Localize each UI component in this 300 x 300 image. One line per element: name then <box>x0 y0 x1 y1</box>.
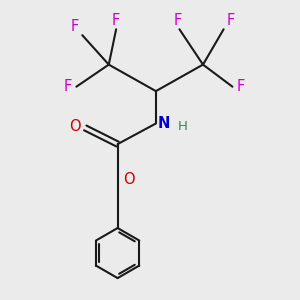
Text: F: F <box>112 13 120 28</box>
Text: F: F <box>226 13 235 28</box>
Text: F: F <box>174 13 182 28</box>
Text: F: F <box>71 19 79 34</box>
Text: O: O <box>123 172 134 187</box>
Text: H: H <box>178 120 188 133</box>
Text: F: F <box>237 79 245 94</box>
Text: F: F <box>64 79 72 94</box>
Text: O: O <box>69 119 81 134</box>
Text: N: N <box>158 116 170 131</box>
